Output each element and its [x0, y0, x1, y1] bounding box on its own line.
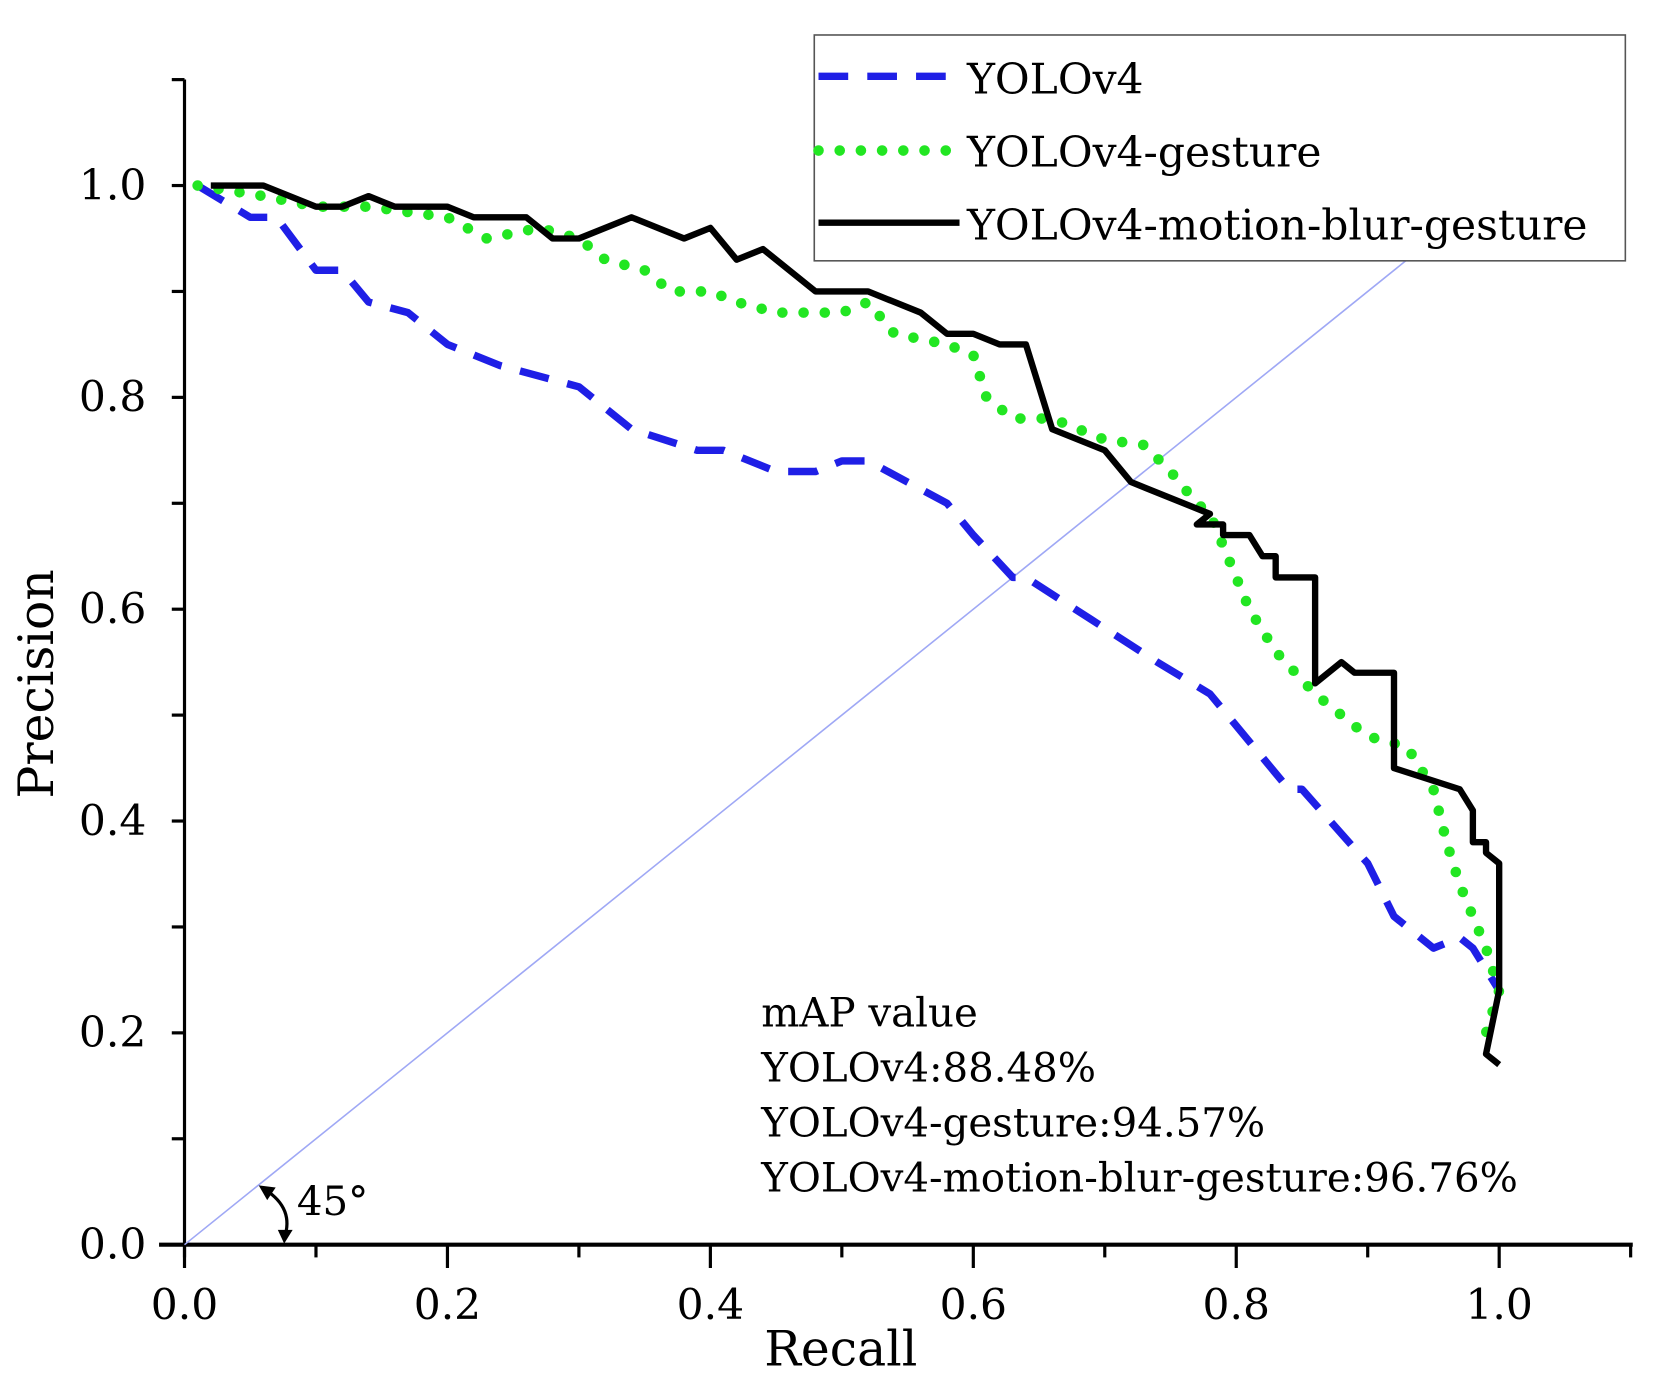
- x-axis-label: Recall: [764, 1322, 917, 1378]
- x-tick-label: 0.4: [677, 1280, 744, 1329]
- x-tick-label: 0.2: [414, 1280, 481, 1329]
- arrowhead-bottom-icon: [277, 1229, 293, 1244]
- annotation-line: YOLOv4-gesture:94.57%: [760, 1101, 1265, 1147]
- legend-label: YOLOv4-motion-blur-gesture: [966, 201, 1588, 250]
- arrowhead-top-icon: [258, 1185, 276, 1201]
- annotation-title: mAP value: [761, 990, 978, 1036]
- annotation-line: YOLOv4-motion-blur-gesture:96.76%: [760, 1156, 1518, 1202]
- series-line-yolov4-gesture: [192, 180, 1505, 1039]
- series-group: [192, 180, 1505, 1068]
- series-line-yolov4-motion-blur-gesture: [210, 182, 1503, 1068]
- axes: 0.0 0.2 0.4 0.6 0.8 1.0 0.0 0.2 0.4 0.6 0.8 1.0: [79, 78, 1633, 1329]
- y-tick-label: 0.8: [79, 372, 146, 421]
- y-axis-label: Precision: [9, 569, 65, 798]
- y-tick-label: 0.6: [79, 584, 146, 633]
- y-tick-label: 0.0: [79, 1219, 146, 1268]
- angle-annotation: 45°: [258, 1179, 368, 1244]
- x-tick-label: 0.0: [151, 1280, 218, 1329]
- legend: YOLOv4 YOLOv4-gesture YOLOv4-motion-blur…: [813, 34, 1627, 262]
- y-tick-label: 0.4: [79, 796, 146, 845]
- series-line-yolov4: [195, 182, 1503, 993]
- annotation-line: YOLOv4:88.48%: [760, 1045, 1096, 1091]
- y-tick-label: 1.0: [79, 160, 146, 209]
- reference-45-line: [184, 259, 1408, 1246]
- map-annotation: mAP value YOLOv4:88.48% YOLOv4-gesture:9…: [760, 990, 1518, 1201]
- angle-label: 45°: [297, 1179, 368, 1225]
- y-tick-label: 0.2: [79, 1008, 146, 1057]
- x-tick-label: 0.6: [940, 1280, 1007, 1329]
- legend-label: YOLOv4: [966, 54, 1144, 103]
- x-tick-label: 0.8: [1203, 1280, 1270, 1329]
- x-tick-label: 1.0: [1465, 1280, 1532, 1329]
- legend-label: YOLOv4-gesture: [966, 127, 1322, 176]
